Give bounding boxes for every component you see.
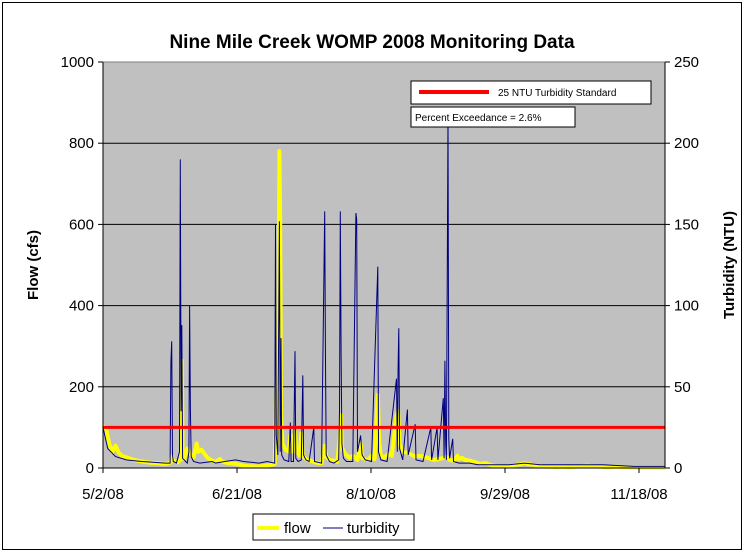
gridlines xyxy=(103,142,665,388)
x-tick-label: 8/10/08 xyxy=(346,486,396,503)
standard-legend: 25 NTU Turbidity Standard xyxy=(410,80,652,105)
y-tick-label: 800 xyxy=(69,135,94,152)
x-tick-label: 9/29/08 xyxy=(480,486,530,503)
y-tick-label: 0 xyxy=(86,460,94,477)
x-tick-label: 6/21/08 xyxy=(212,486,262,503)
x-tick-label: 11/18/08 xyxy=(610,486,667,503)
series-legend: flow turbidity xyxy=(252,513,415,541)
exceedance-box xyxy=(410,106,576,128)
series-legend-box xyxy=(252,513,415,541)
legend-turbidity-label: turbidity xyxy=(347,520,400,537)
y2-tick-label: 0 xyxy=(674,460,682,477)
legend-flow-label: flow xyxy=(284,520,311,537)
y2-tick-label: 50 xyxy=(674,379,691,396)
y-tick-label: 200 xyxy=(69,379,94,396)
standard-legend-label: 25 NTU Turbidity Standard xyxy=(498,88,616,99)
exceedance-annotation: Percent Exceedance = 2.6% xyxy=(410,106,576,128)
y-tick-label: 600 xyxy=(69,216,94,233)
series-turbidity-line xyxy=(102,115,665,467)
series-layer xyxy=(101,115,665,470)
chart-title: Nine Mile Creek WOMP 2008 Monitoring Dat… xyxy=(169,32,575,53)
exceedance-text: Percent Exceedance = 2.6% xyxy=(415,113,542,124)
y-tick-label: 1000 xyxy=(61,54,94,71)
standard-legend-box xyxy=(410,80,652,105)
y-tick-label: 400 xyxy=(69,298,94,315)
series-flow-line xyxy=(101,149,665,470)
y2-axis-title: Turbidity (NTU) xyxy=(721,211,738,319)
y2-tick-label: 100 xyxy=(674,298,699,315)
x-tick-label: 5/2/08 xyxy=(82,486,124,503)
plot-area xyxy=(102,61,666,469)
y2-tick-label: 150 xyxy=(674,216,699,233)
axes: 0 200 400 600 800 1000 0 50 100 150 200 250 5/2/08 6/… xyxy=(61,54,699,503)
y2-tick-label: 200 xyxy=(674,135,699,152)
y2-tick-label: 250 xyxy=(674,54,699,71)
y-axis-title: Flow (cfs) xyxy=(25,230,42,300)
